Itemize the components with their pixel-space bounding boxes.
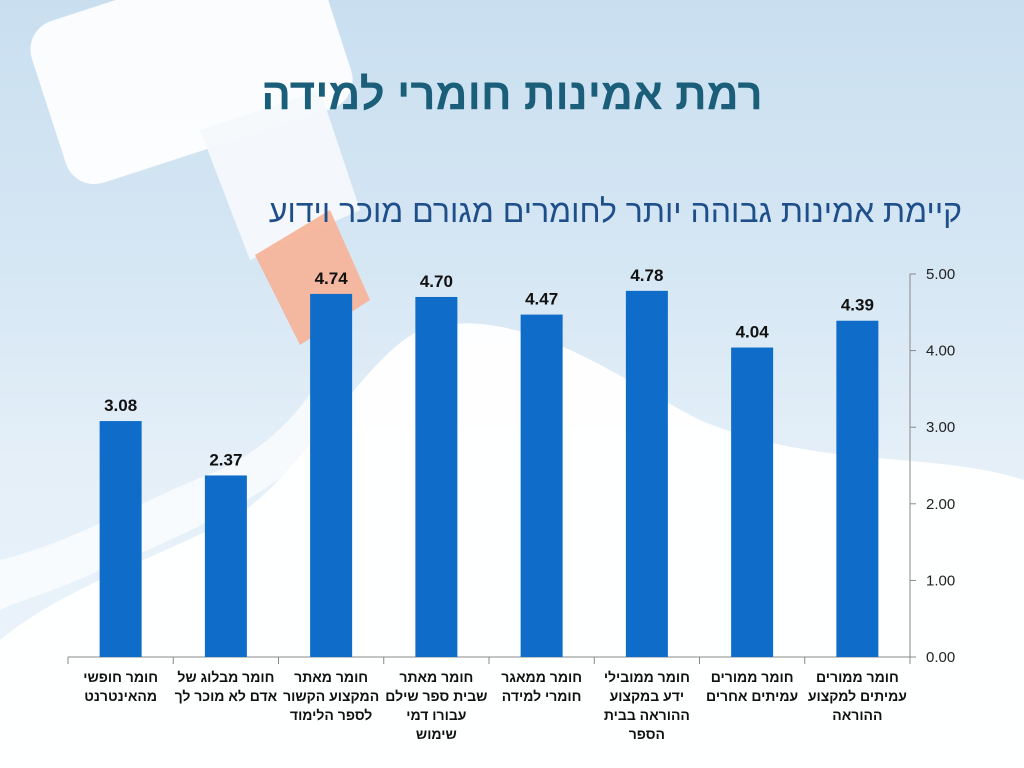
bar-value-label: 4.74 (315, 269, 349, 288)
slide-title: רמת אמינות חומרי למידה (261, 70, 763, 119)
category-label: חומר ממאגר חומרי למידה (501, 669, 583, 704)
bar-value-label: 4.47 (525, 290, 558, 309)
slide-subtitle: קיימת אמינות גבוהה יותר לחומרים מגורם מו… (268, 193, 962, 229)
category-label: חומר מבלוג של אדם לא מוכר לך (174, 669, 278, 704)
bar (731, 347, 774, 657)
bar-value-label: 4.04 (736, 323, 770, 342)
category-label: חומר ממורים עמיתים למקצוע ההוראה (807, 669, 907, 723)
bar-value-label: 4.78 (630, 266, 663, 285)
category-label: חומר מאתר המקצוע הקשור לספר הלימוד (283, 669, 380, 723)
category-label: חומר ממורים עמיתים אחרים (706, 669, 799, 704)
y-tick-label: 0.00 (926, 649, 955, 666)
bar (836, 320, 879, 657)
bar-value-label: 2.37 (209, 450, 242, 469)
bar (625, 290, 668, 657)
bar (99, 421, 142, 657)
category-label: חומר ממובילי ידע במקצוע ההוראה בבית הספר (603, 669, 690, 742)
y-tick-label: 4.00 (926, 343, 955, 360)
bar (415, 296, 458, 657)
category-label: חומר חופשי מהאינטרנט (83, 669, 159, 704)
category-label: חומר מאתר שבית ספר שילם עבורו דמי שימוש (385, 669, 488, 742)
y-tick-label: 3.00 (926, 419, 955, 436)
bar-value-label: 3.08 (104, 396, 137, 415)
y-tick-label: 2.00 (926, 496, 955, 513)
bar-value-label: 4.70 (420, 272, 453, 291)
bar-value-label: 4.39 (841, 296, 874, 315)
bar (520, 314, 563, 657)
bar (204, 475, 247, 657)
y-tick-label: 5.00 (926, 266, 955, 283)
bar (310, 293, 353, 657)
y-tick-label: 1.00 (926, 572, 955, 589)
